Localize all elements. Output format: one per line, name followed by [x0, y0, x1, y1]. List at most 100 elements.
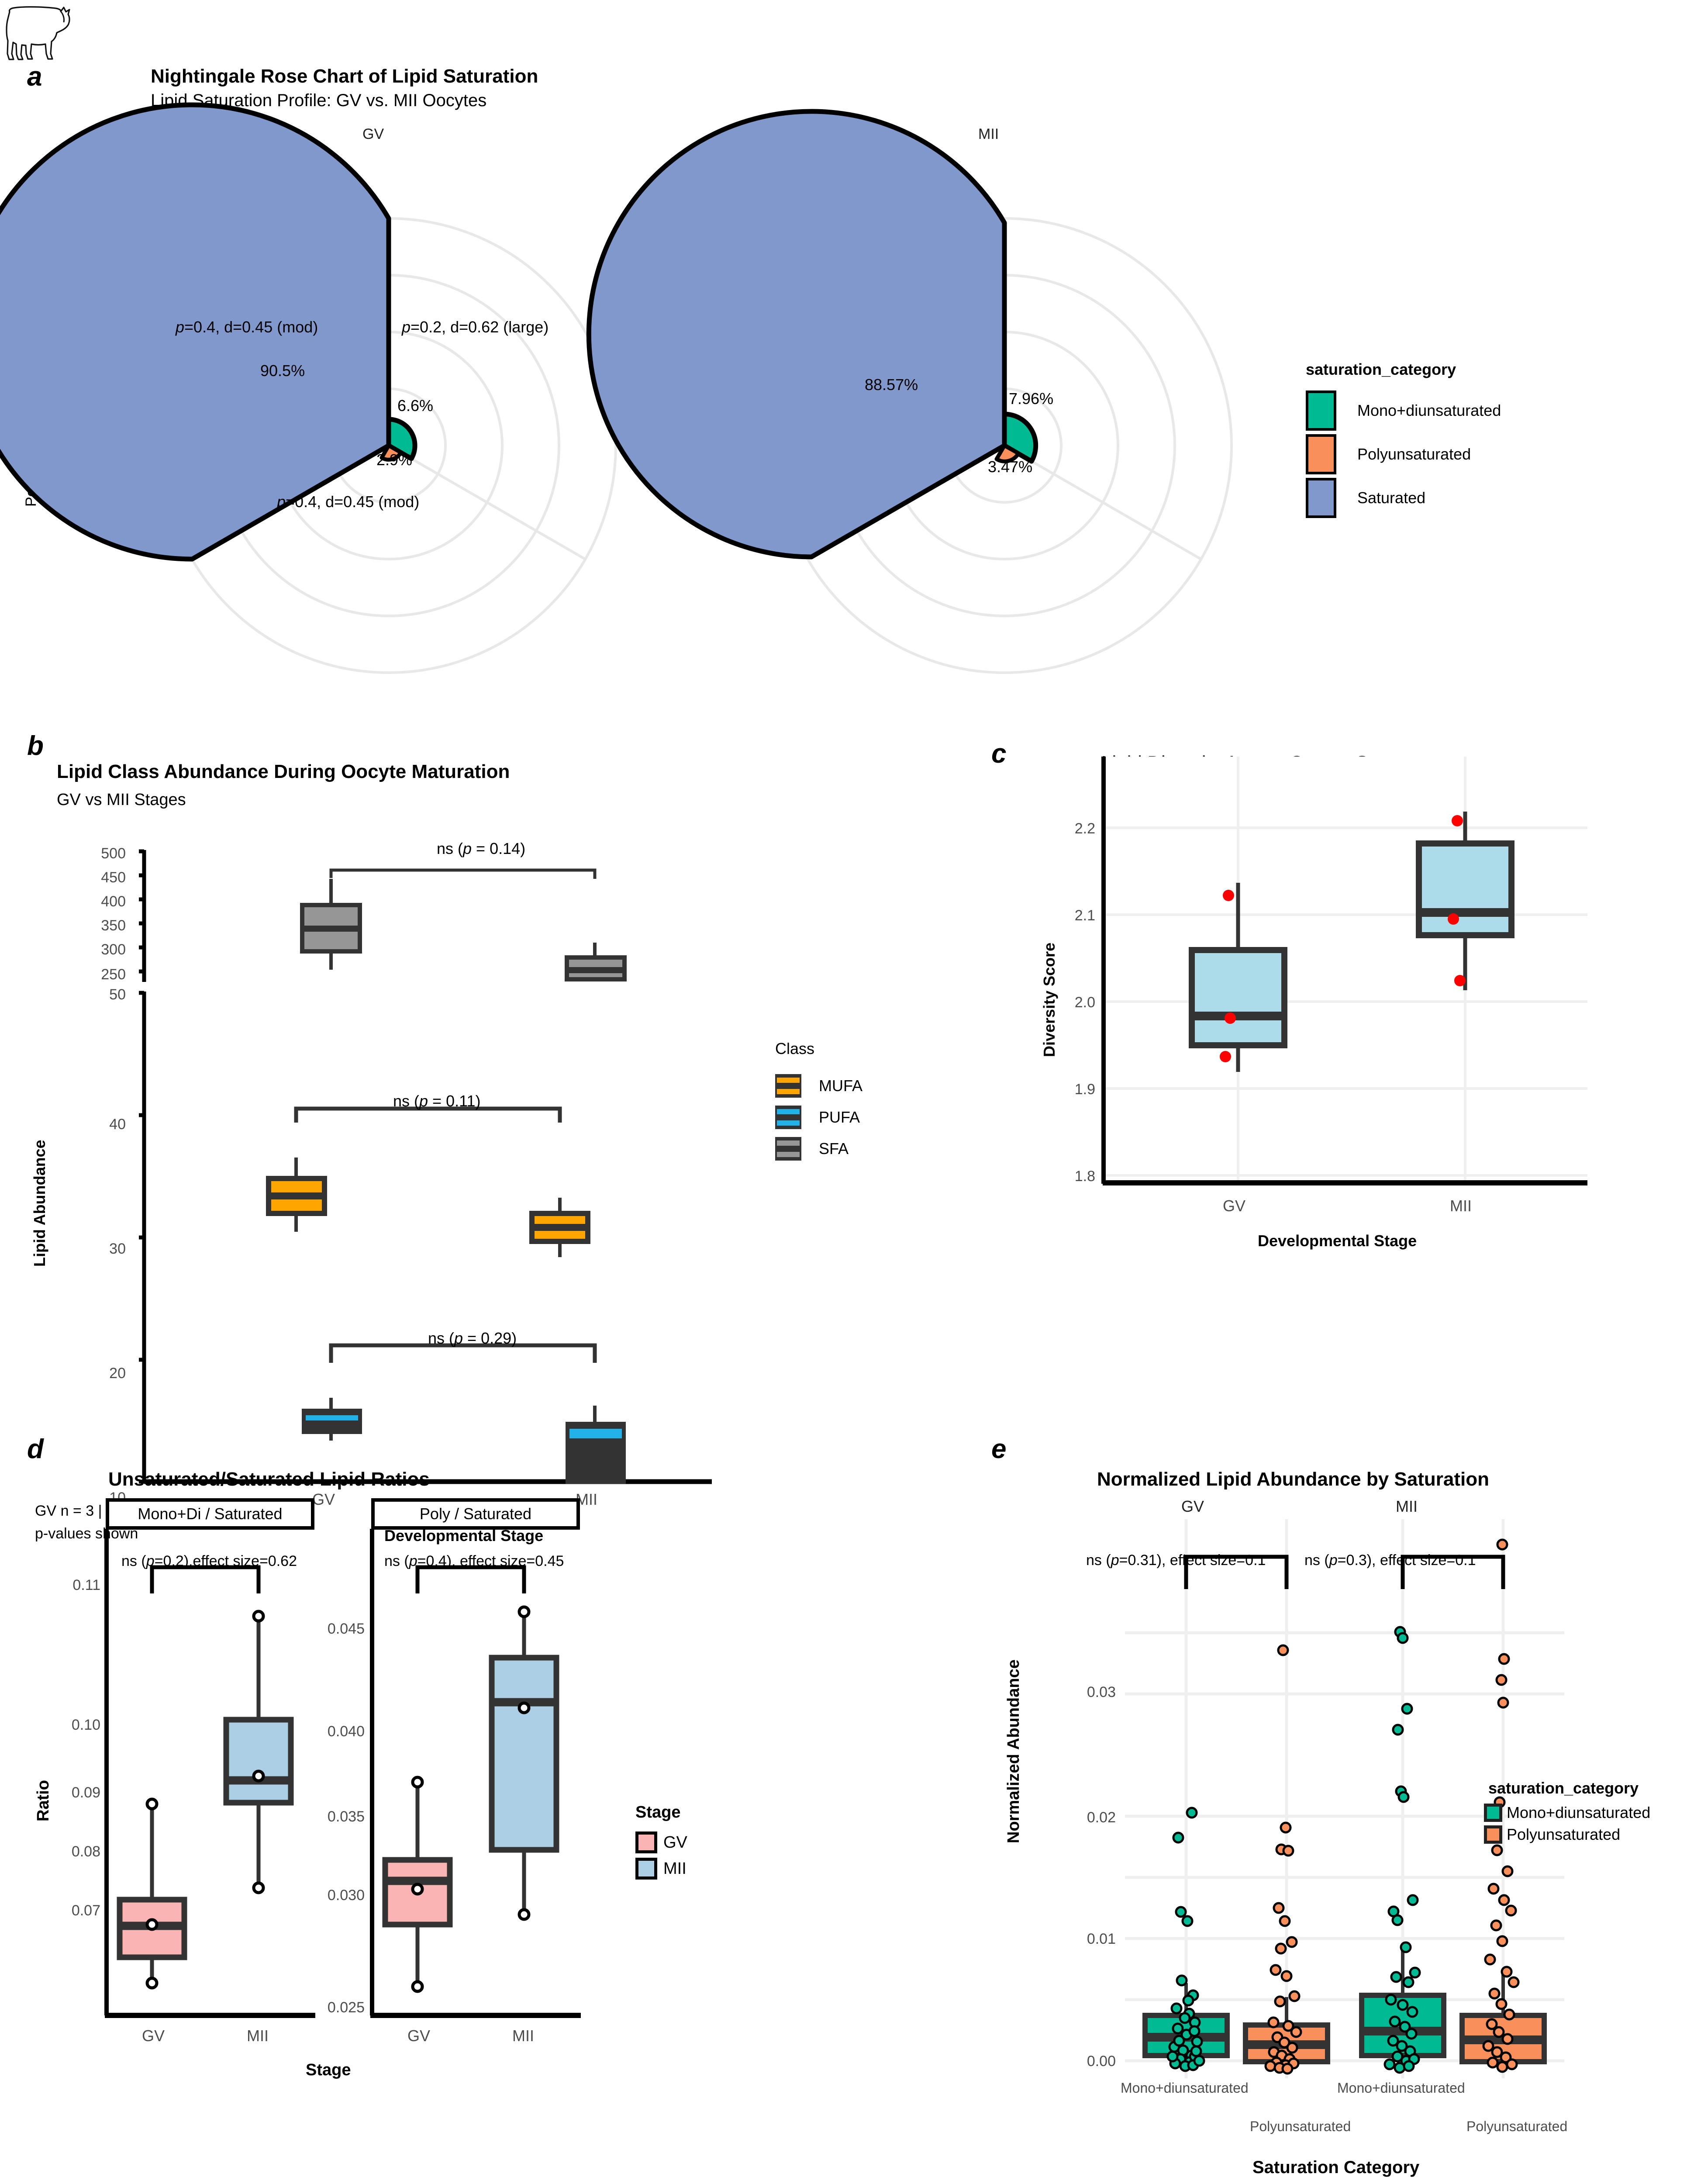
panel-c-ytick-1.9: 1.9 [1074, 1081, 1095, 1098]
panel-b-y-axis-label: Lipid Abundance [31, 1140, 48, 1267]
panel-b-ytick-500: 500 [101, 845, 126, 862]
panel-e-facet-label-mii: MII [1396, 1497, 1418, 1515]
panel-b-ytick-350: 350 [101, 917, 126, 934]
panel-a-facet-label-gv: GV [362, 126, 384, 142]
panel-d-plot-left [104, 1529, 315, 2031]
panel-a-mii-mono-pct: 7.96% [1009, 390, 1054, 408]
panel-a-gv-mono-pct: 6.6% [397, 397, 434, 415]
panel-a-title: Nightingale Rose Chart of Lipid Saturati… [151, 66, 538, 87]
legend-swatch-e-mono-icon [1484, 1804, 1502, 1822]
panel-e-legend: Mono+diunsaturated Polyunsaturated [1484, 1802, 1650, 1845]
cow-outline-icon [4, 2, 92, 63]
panel-d-left-ytick-0.11: 0.11 [72, 1577, 100, 1593]
panel-b-ytick-20: 20 [109, 1365, 126, 1382]
panel-e-title: Normalized Lipid Abundance by Saturation [1097, 1469, 1490, 1490]
legend-item-sfa[interactable]: SFA [775, 1133, 862, 1165]
panel-e-legend-title: saturation_category [1488, 1779, 1639, 1797]
legend-item-mufa[interactable]: MUFA [775, 1070, 862, 1102]
panel-b-legend: MUFA PUFA SFA [775, 1070, 862, 1165]
legend-item-stage-gv[interactable]: GV [635, 1829, 687, 1856]
legend-item-pufa[interactable]: PUFA [775, 1102, 862, 1133]
legend-label-poly: Polyunsaturated [1357, 445, 1471, 463]
panel-d-right-ytick-0.035: 0.035 [327, 1808, 365, 1825]
panel-d-right-xtick-gv: GV [407, 2027, 431, 2045]
panel-d-right-ytick-0.030: 0.030 [327, 1887, 365, 1904]
panel-d-right-ytick-0.040: 0.040 [327, 1723, 365, 1740]
panel-e-y-axis-label: Normalized Abundance [1004, 1659, 1023, 1843]
panel-b-xtick-gv: GV [312, 1490, 335, 1508]
panel-e-annotation-1: ns (p=0.3), effect size=0.1 [1304, 1552, 1476, 1569]
panel-a-gv-stat-left: p=0.4, d=0.45 (mod) [176, 318, 318, 336]
panel-d-plot-right [370, 1529, 581, 2031]
panel-d-letter: d [27, 1434, 44, 1464]
panel-d-left-xtick-gv: GV [142, 2027, 165, 2045]
legend-label-e-poly: Polyunsaturated [1507, 1825, 1621, 1843]
panel-a-gv-poly-pct: 2.9% [376, 451, 413, 469]
panel-a-gv-saturated-pct: 90.5% [260, 362, 305, 380]
legend-item-poly[interactable]: Polyunsaturated [1306, 432, 1501, 476]
panel-e-facet-label-gv: GV [1181, 1497, 1204, 1515]
panel-d-facet-strip-1: Poly / Saturated [371, 1498, 580, 1530]
panel-b-letter: b [27, 731, 44, 761]
legend-label-pufa: PUFA [819, 1108, 860, 1126]
panel-e-ytick-0.01: 0.01 [1087, 1931, 1116, 1947]
legend-item-mono[interactable]: Mono+diunsaturated [1306, 389, 1501, 432]
panel-b-ytick-450: 450 [101, 869, 126, 886]
panel-d-right-ytick-0.025: 0.025 [327, 1999, 365, 2016]
panel-a-rose-mii [586, 109, 1284, 703]
legend-swatch-e-poly-icon [1484, 1825, 1502, 1844]
panel-a-mii-saturated-pct: 88.57% [865, 376, 918, 394]
panel-c-ytick-2.2: 2.2 [1074, 820, 1095, 837]
panel-e-plot-mii [1342, 1519, 1564, 2078]
panel-e-ytick-0.03: 0.03 [1087, 1684, 1116, 1700]
legend-swatch-mono-icon [1306, 390, 1336, 431]
panel-c-x-axis-label: Developmental Stage [1258, 1232, 1417, 1250]
panel-b-ytick-40: 40 [109, 1116, 126, 1133]
panel-e-x-axis-label: Saturation Category [1252, 2158, 1420, 2177]
panel-a-letter: a [27, 62, 42, 92]
legend-swatch-sfa-icon [775, 1137, 801, 1161]
panel-a-mii-poly-pct: 3.47% [988, 458, 1033, 476]
panel-e-ytick-0.00: 0.00 [1087, 2053, 1116, 2070]
panel-b-ytick-400: 400 [101, 893, 126, 910]
panel-e-mii-xtick-poly: Polyunsaturated [1466, 2118, 1568, 2134]
panel-d-legend-title: Stage [635, 1803, 681, 1821]
legend-label-stage-mii: MII [663, 1859, 687, 1878]
panel-a-legend: Mono+diunsaturated Polyunsaturated Satur… [1306, 389, 1501, 520]
panel-b-annotation-1: ns (p = 0.11) [393, 1092, 481, 1110]
panel-e-ytick-0.02: 0.02 [1087, 1809, 1116, 1826]
panel-d-left-ytick-0.08: 0.08 [71, 1843, 100, 1860]
legend-item-saturated[interactable]: Saturated [1306, 476, 1501, 520]
panel-b-annotation-0: ns (p = 0.14) [437, 840, 526, 857]
panel-c-xtick-gv: GV [1223, 1197, 1246, 1215]
panel-d-facet-label-0: Mono+Di / Saturated [138, 1505, 283, 1523]
panel-b-title: Lipid Class Abundance During Oocyte Matu… [57, 761, 510, 782]
panel-d-title: Unsaturated/Saturated Lipid Ratios [108, 1469, 430, 1490]
panel-e-gv-xtick-poly: Polyunsaturated [1250, 2118, 1351, 2134]
legend-swatch-mufa-icon [775, 1074, 801, 1098]
legend-label-sfa: SFA [819, 1140, 849, 1158]
panel-a-rose-gv [0, 102, 668, 703]
panel-d-left-ytick-0.09: 0.09 [71, 1784, 100, 1801]
panel-e-plot-gv [1125, 1519, 1348, 2078]
panel-c-ytick-2.1: 2.1 [1074, 907, 1095, 924]
panel-b-legend-title: Class [775, 1040, 815, 1057]
legend-swatch-stage-gv-icon [635, 1832, 657, 1853]
panel-d-x-axis-label: Stage [306, 2061, 351, 2079]
panel-d-facet-strip-0: Mono+Di / Saturated [106, 1498, 314, 1530]
panel-d-left-ytick-0.07: 0.07 [71, 1902, 100, 1919]
panel-d-left-ytick-0.10: 0.10 [71, 1717, 100, 1733]
panel-b-ytick-250: 250 [101, 966, 126, 983]
panel-b-ytick-300: 300 [101, 941, 126, 958]
legend-item-e-mono[interactable]: Mono+diunsaturated [1484, 1802, 1650, 1824]
legend-item-stage-mii[interactable]: MII [635, 1856, 687, 1882]
panel-b-ytick-50: 50 [109, 986, 126, 1003]
panel-c-ytick-2.0: 2.0 [1074, 994, 1095, 1011]
legend-label-mufa: MUFA [819, 1077, 863, 1095]
panel-e-mii-xtick-mono: Mono+diunsaturated [1337, 2080, 1465, 2096]
legend-label-e-mono: Mono+diunsaturated [1507, 1804, 1651, 1821]
panel-d-right-ytick-0.045: 0.045 [327, 1621, 365, 1637]
legend-item-e-poly[interactable]: Polyunsaturated [1484, 1824, 1650, 1845]
panel-c-xtick-mii: MII [1450, 1197, 1472, 1215]
